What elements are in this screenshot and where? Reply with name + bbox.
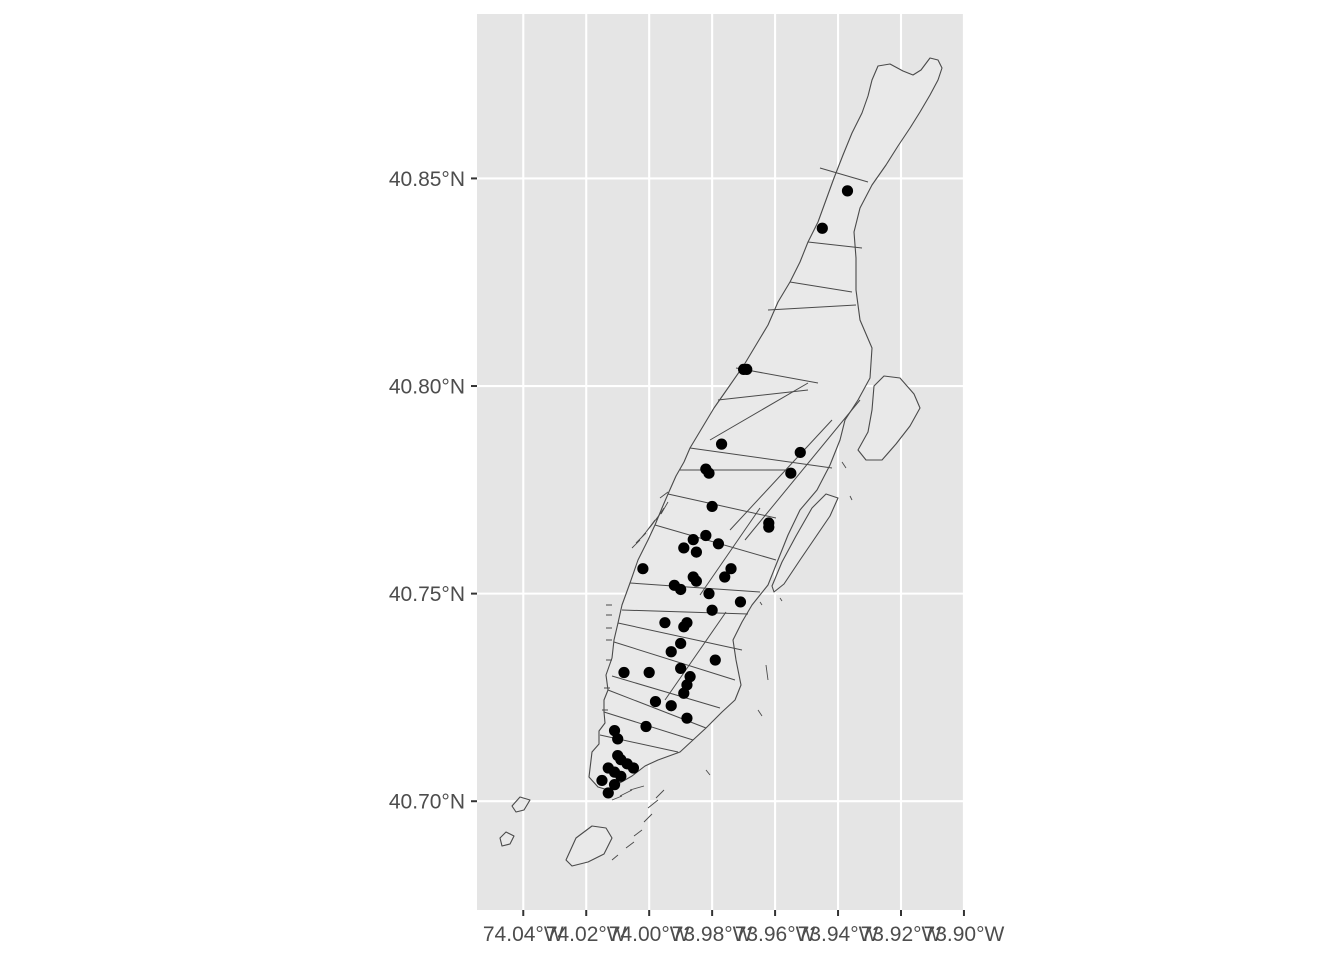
x-tick-label: 73.98°W [672,923,753,946]
x-tick-label: 73.96°W [735,923,816,946]
x-tick-label: 74.02°W [546,923,627,946]
data-point [618,666,630,679]
data-point [681,712,693,724]
manhattan-island [588,57,943,791]
data-point [665,646,677,658]
governors-island [565,825,613,867]
data-point [602,787,614,799]
data-point [700,529,712,542]
point-layer [596,185,854,799]
data-point [637,563,649,575]
data-point [794,446,806,459]
x-tick-label: 73.94°W [798,923,879,946]
data-point [703,588,715,600]
y-tick-label: 40.75°N [389,583,465,606]
x-tick-label: 73.90°W [924,923,1005,946]
data-point [785,467,797,479]
data-point [596,774,608,787]
data-point [675,662,687,674]
data-point [649,695,662,708]
data-point [763,521,775,533]
ellis-island [499,831,515,847]
neighborhood-boundaries [599,167,869,753]
data-point [640,720,652,733]
x-tick-label: 74.00°W [609,923,690,946]
piers [602,461,853,861]
data-point [690,575,702,587]
x-tick-label: 73.92°W [861,923,942,946]
y-tick-label: 40.80°N [389,376,465,399]
data-point [612,733,624,745]
longitude-gridlines [522,14,965,910]
y-tick-label: 40.70°N [389,791,465,814]
x-axis: 74.04°W74.02°W74.00°W73.98°W73.96°W73.94… [483,910,1005,946]
data-point [734,596,747,608]
data-point [709,654,721,666]
data-point [719,571,731,583]
data-point [690,546,702,558]
data-point [715,438,728,450]
data-point [678,621,690,633]
data-point [687,534,699,546]
data-point [706,604,718,616]
data-point [675,583,687,596]
data-point [816,222,828,234]
data-point [841,185,854,197]
data-point [643,666,655,679]
data-point [665,700,677,712]
data-point [615,770,627,782]
x-tick-label: 74.04°W [483,923,564,946]
data-point [608,779,621,791]
data-point [678,687,690,699]
data-point [725,563,737,575]
data-point [738,363,750,376]
randalls-island [857,375,921,461]
data-point [712,538,725,550]
data-point [675,637,687,650]
data-point [659,617,671,629]
y-axis: 40.85°N 40.80°N 40.75°N 40.70°N [389,168,477,814]
data-point [706,500,718,513]
data-point [703,467,715,479]
liberty-island [511,796,531,813]
roosevelt-island [771,493,839,593]
y-tick-label: 40.85°N [389,168,465,191]
data-point [627,762,640,774]
data-point [678,542,690,554]
